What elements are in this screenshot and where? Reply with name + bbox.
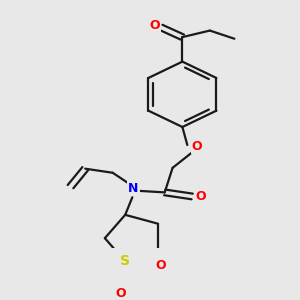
Text: S: S — [120, 254, 130, 268]
Text: O: O — [150, 19, 160, 32]
Text: O: O — [155, 259, 166, 272]
Text: O: O — [192, 140, 203, 153]
Text: N: N — [128, 182, 139, 195]
Text: O: O — [196, 190, 206, 203]
Text: O: O — [115, 287, 126, 300]
